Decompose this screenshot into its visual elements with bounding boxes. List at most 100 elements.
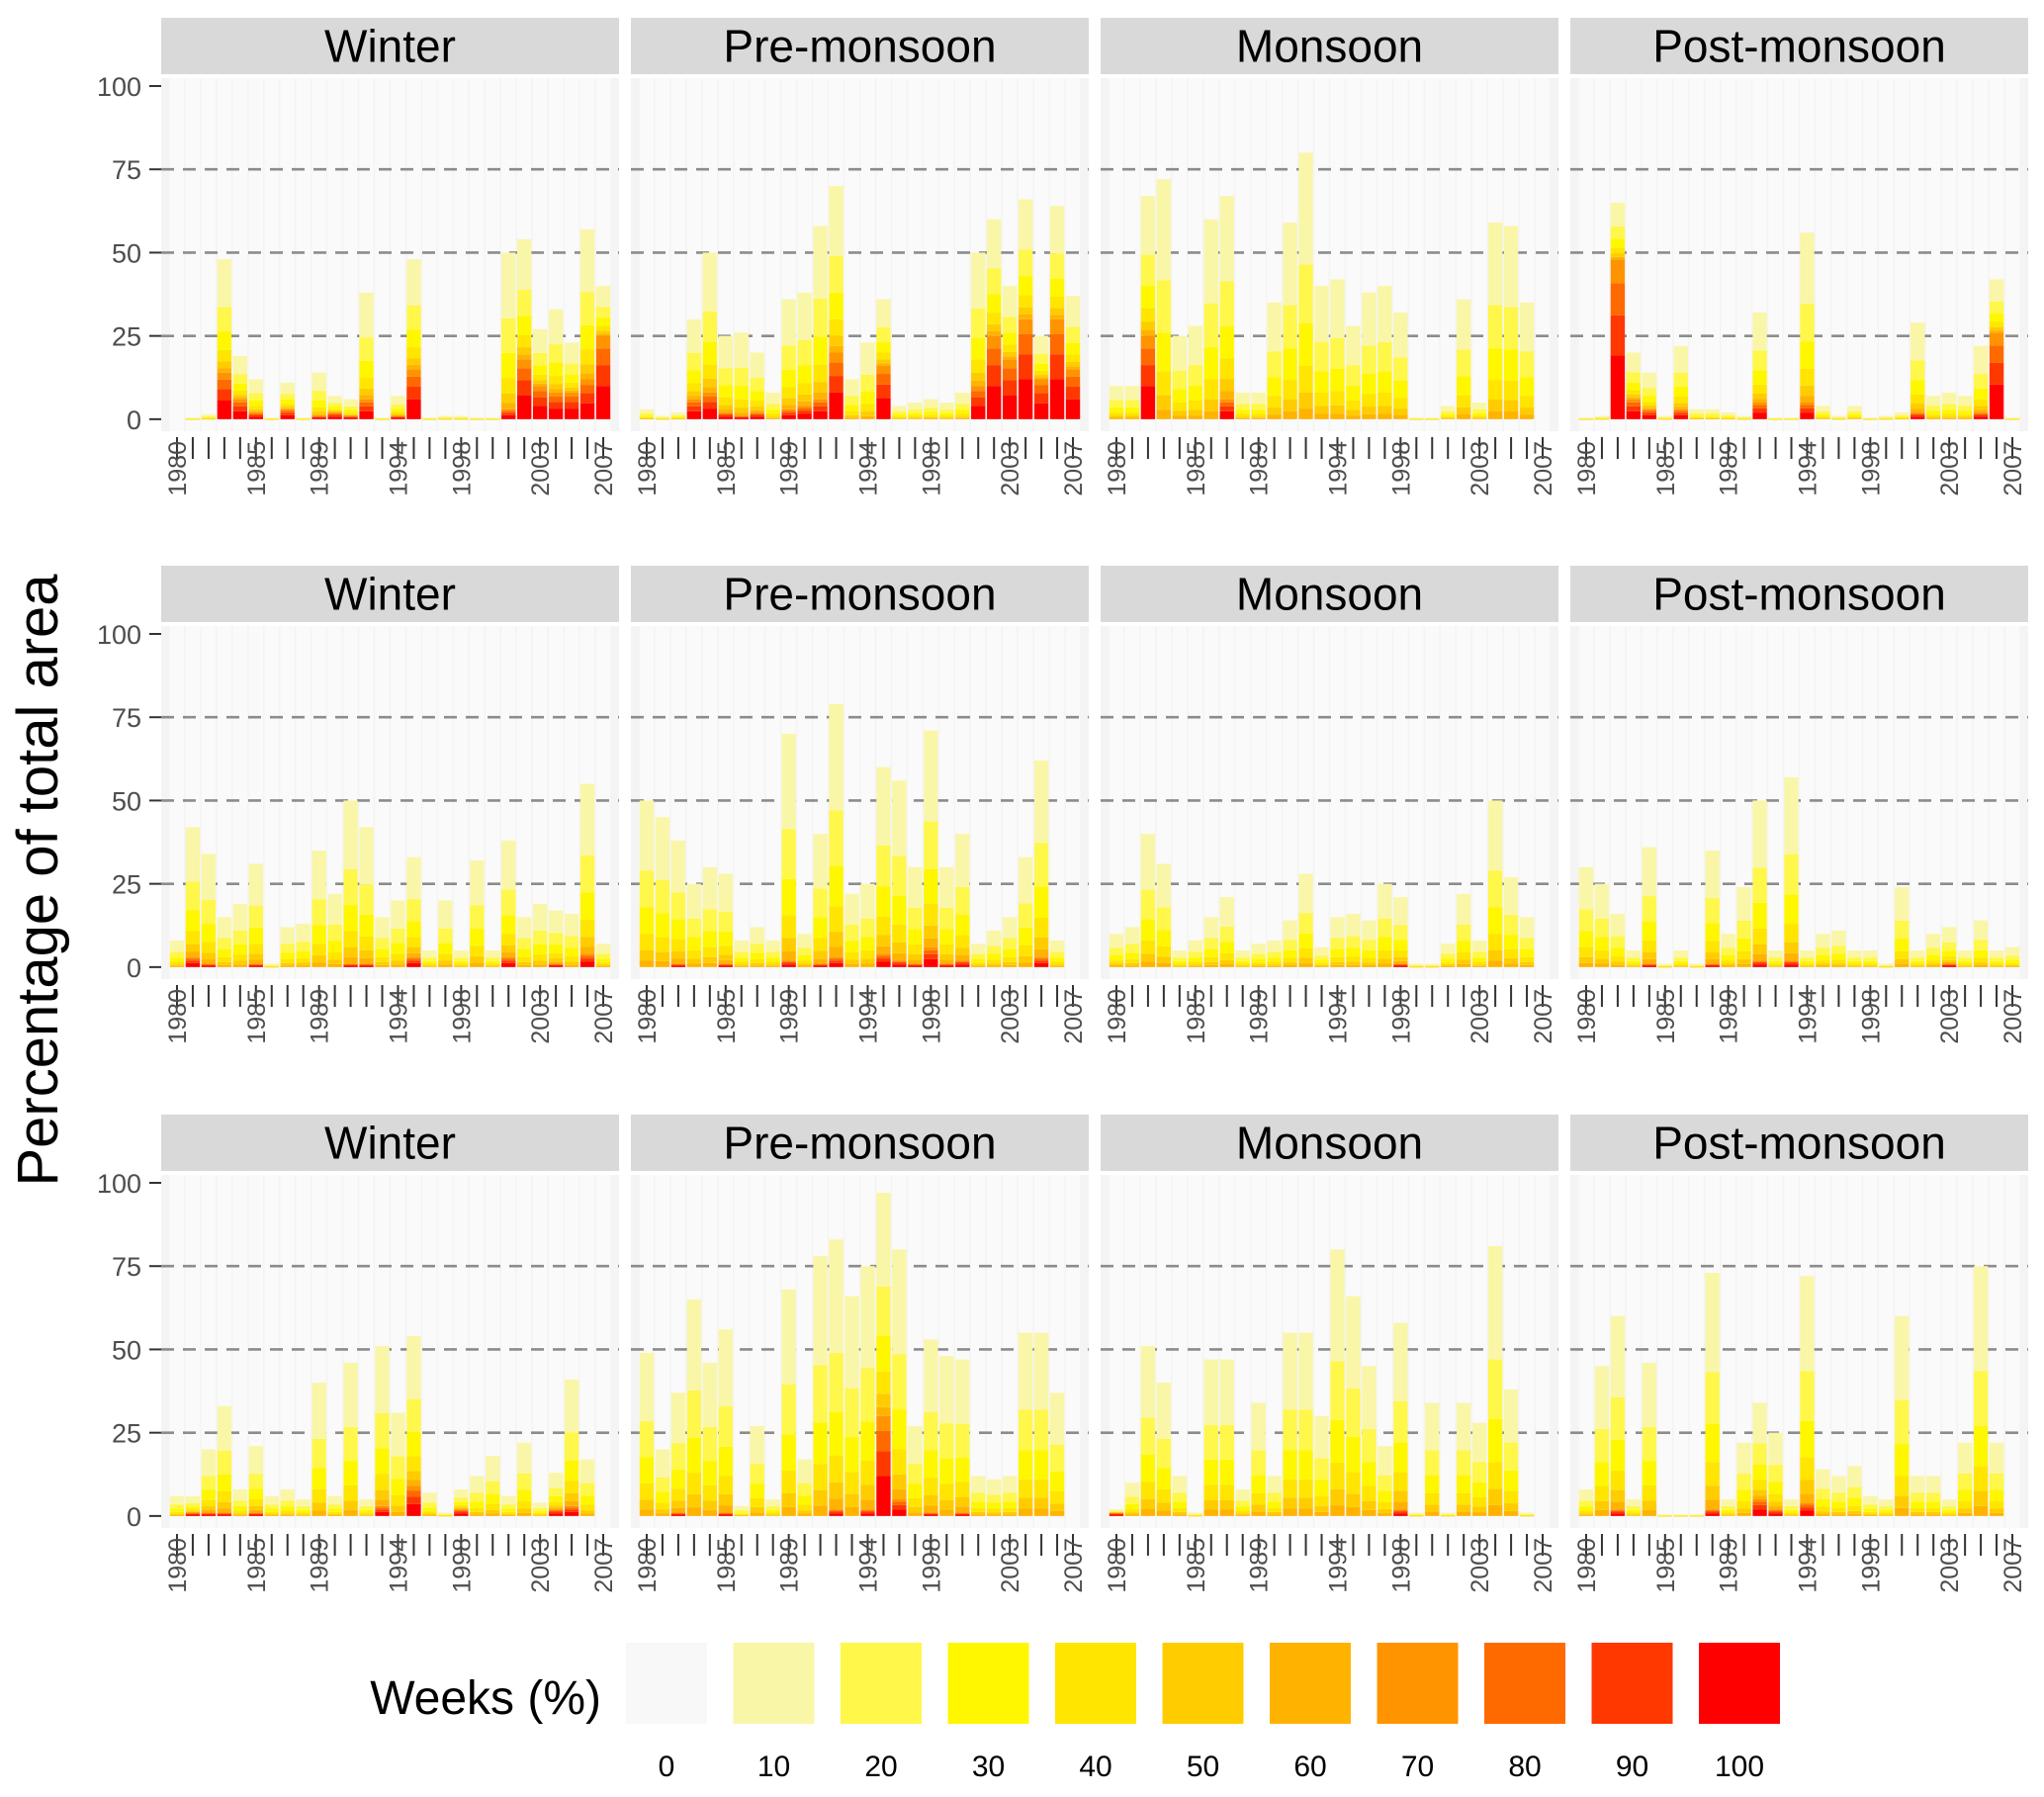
bar-segment	[781, 345, 796, 370]
bar-segment	[876, 1335, 891, 1372]
bar-segment	[1457, 414, 1471, 419]
bar-segment	[532, 374, 548, 381]
bar-segment	[1251, 943, 1266, 954]
year-band	[750, 626, 764, 979]
bar-segment	[1642, 412, 1657, 415]
bar-segment	[201, 1489, 217, 1500]
y-tick-label: 50	[112, 786, 141, 816]
bar-segment	[1941, 956, 1957, 960]
bar-segment	[406, 1480, 421, 1486]
bar-segment	[343, 1500, 358, 1510]
bar-segment	[939, 1509, 954, 1516]
year-band	[844, 626, 859, 979]
bar-segment	[564, 392, 579, 397]
year-band	[1314, 626, 1329, 979]
bar-segment	[1911, 957, 1925, 961]
year-band	[548, 1175, 564, 1528]
bar-segment	[1831, 945, 1846, 954]
bar-segment	[1487, 1418, 1503, 1463]
bar-segment	[391, 1511, 405, 1516]
bar-segment	[232, 1488, 248, 1501]
bar-segment	[1049, 296, 1065, 309]
bar-segment	[1989, 1512, 2004, 1516]
bar-segment	[454, 1507, 469, 1509]
bar-segment	[829, 1455, 844, 1483]
year-band	[1441, 626, 1456, 979]
bar-segment	[718, 1406, 733, 1447]
bar-segment	[343, 931, 358, 947]
bar-segment	[532, 943, 548, 955]
year-band	[1578, 78, 1594, 431]
bar-segment	[1393, 1490, 1408, 1502]
bar-segment	[406, 376, 421, 388]
year-band	[232, 78, 248, 431]
bar-segment	[548, 309, 564, 345]
bar-segment	[1219, 1359, 1234, 1426]
bar-segment	[829, 335, 844, 346]
bar-segment	[1172, 963, 1188, 966]
bar-segment	[1330, 964, 1345, 967]
facet-title: Monsoon	[1236, 21, 1423, 72]
bar-segment	[1393, 357, 1408, 382]
bar-segment	[1503, 957, 1519, 964]
bar-segment	[924, 925, 938, 939]
bar-segment	[454, 415, 469, 417]
bar-segment	[1578, 1500, 1594, 1507]
bar-segment	[1409, 418, 1424, 419]
bar-segment	[217, 1501, 232, 1509]
bar-segment	[955, 834, 970, 887]
bar-segment	[1816, 1488, 1830, 1499]
bar-segment	[655, 1502, 670, 1510]
bar-segment	[1283, 940, 1297, 950]
bar-segment	[232, 390, 248, 396]
bar-segment	[2004, 966, 2020, 967]
bar-segment	[1941, 1514, 1957, 1516]
bar-segment	[955, 1423, 970, 1458]
bar-segment	[232, 405, 248, 411]
bar-segment	[248, 965, 263, 967]
bar-segment	[1267, 377, 1282, 397]
bar-segment	[939, 409, 954, 413]
bar-segment	[1594, 963, 1610, 967]
x-tick-label: 1985	[243, 989, 271, 1044]
bar-segment	[1487, 1504, 1503, 1516]
bar-segment	[1816, 954, 1830, 961]
bar-segment	[1251, 417, 1266, 419]
bar-segment	[955, 404, 970, 410]
bar-segment	[734, 417, 749, 419]
bar-segment	[248, 413, 263, 415]
bar-segment	[185, 1510, 201, 1512]
bar-segment	[391, 404, 405, 409]
bar-segment	[1065, 399, 1081, 419]
bar-segment	[1172, 965, 1188, 967]
year-band	[1519, 626, 1535, 979]
bar-segment	[1219, 1500, 1234, 1510]
bar-segment	[1425, 1492, 1440, 1505]
bar-segment	[1330, 1505, 1345, 1516]
bar-segment	[1816, 1513, 1830, 1516]
year-band	[797, 1175, 812, 1528]
bar-segment	[924, 414, 938, 417]
bar-segment	[595, 365, 611, 387]
bar-segment	[781, 1492, 796, 1507]
bar-segment	[1768, 417, 1783, 418]
bar-segment	[1156, 1438, 1172, 1469]
bar-segment	[296, 942, 311, 952]
bar-segment	[517, 395, 532, 419]
bar-segment	[548, 963, 564, 964]
bar-segment	[813, 938, 828, 951]
year-band	[1831, 626, 1846, 979]
bar-segment	[264, 1504, 279, 1509]
bar-segment	[1626, 1509, 1642, 1513]
bar-segment	[1519, 302, 1535, 352]
year-band	[217, 626, 232, 979]
bar-segment	[501, 934, 516, 945]
bar-segment	[1973, 1490, 1989, 1506]
bar-segment	[470, 417, 485, 418]
bar-segment	[639, 950, 655, 961]
bar-segment	[1156, 395, 1172, 410]
bar-segment	[327, 414, 342, 417]
x-tick-label: 2007	[2000, 989, 2027, 1044]
bar-segment	[813, 1422, 828, 1465]
bar-segment	[359, 964, 374, 966]
